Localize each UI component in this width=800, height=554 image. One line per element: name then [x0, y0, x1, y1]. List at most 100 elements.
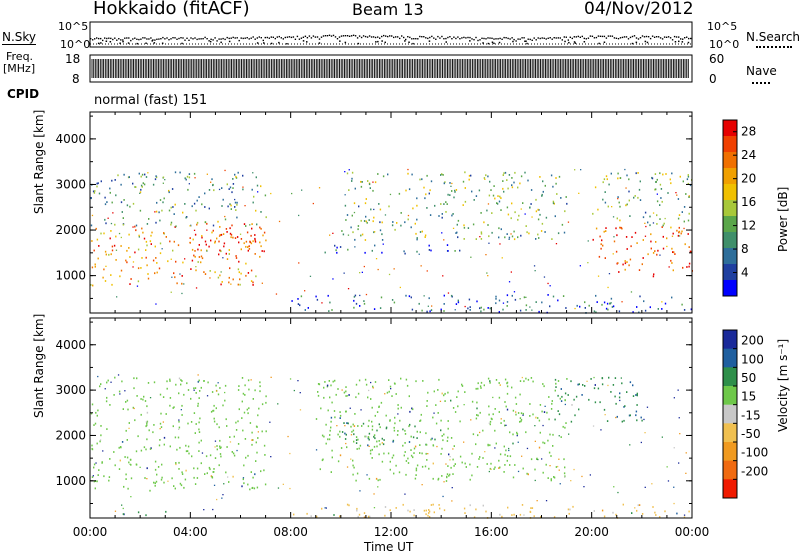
power-cell [445, 201, 447, 203]
velocity-cell [344, 438, 347, 440]
velocity-cell [392, 454, 395, 457]
velocity-cell [440, 419, 442, 422]
velocity-scatter-point [515, 411, 517, 413]
power-cell [90, 284, 92, 286]
power-cell [141, 173, 144, 176]
velocity-scatter-point [221, 497, 223, 499]
velocity-cell [494, 408, 496, 410]
velocity-cell [356, 472, 359, 475]
power-cell [524, 171, 526, 174]
power-cell [367, 180, 369, 182]
noise-sky-point [282, 38, 284, 40]
velocity-cell [341, 431, 344, 433]
velocity-cell [432, 416, 434, 419]
velocity-scatter-point [685, 472, 687, 474]
power-scatter-point [420, 265, 422, 267]
power-cell [671, 296, 673, 299]
velocity-cell [376, 445, 378, 448]
velocity-cell [444, 392, 446, 395]
power-cell [357, 228, 359, 231]
velocity-cell [562, 425, 564, 428]
velocity-scatter-point [494, 447, 496, 449]
power-cell [440, 203, 442, 205]
power-cell [353, 295, 356, 298]
power-cell [342, 233, 345, 236]
velocity-cell [636, 394, 638, 397]
power-cell [541, 193, 543, 196]
velocity-scatter-point [421, 484, 423, 486]
velocity-cell [128, 422, 130, 424]
power-cell [429, 214, 432, 216]
velocity-cell [447, 420, 449, 422]
power-cell [214, 241, 216, 244]
velocity-cell [163, 443, 165, 446]
noise-sky-point [671, 39, 674, 41]
power-cell [221, 205, 223, 207]
velocity-cell [421, 452, 423, 455]
velocity-scatter-point [133, 407, 135, 410]
noise-sky-point [387, 35, 389, 38]
noise-sky-point [90, 38, 92, 40]
velocity-cell [533, 515, 535, 518]
noise-sky-point [543, 37, 545, 39]
power-scatter-point [184, 258, 186, 260]
power-cell [659, 218, 661, 220]
power-cell [408, 188, 411, 191]
velocity-cell [588, 398, 590, 401]
noise-sky-point [214, 37, 216, 39]
velocity-cell [252, 398, 254, 400]
velocity-cell [355, 383, 358, 386]
velocity-cell [90, 412, 93, 415]
power-cell [359, 305, 361, 307]
velocity-cell [394, 416, 396, 419]
power-scatter-point [154, 211, 156, 213]
velocity-cell [207, 381, 209, 384]
power-cell [624, 268, 626, 271]
velocity-cell [371, 457, 373, 459]
velocity-cell [331, 401, 333, 404]
velocity-cell [166, 387, 168, 390]
power-cell [619, 219, 621, 222]
power-scatter-point [524, 213, 526, 215]
power-cell [618, 271, 620, 273]
power-cell [191, 205, 193, 208]
power-cell [161, 209, 163, 212]
power-cell [94, 190, 96, 192]
velocity-scatter-point [214, 446, 216, 448]
velocity-cell [108, 479, 110, 482]
velocity-cell [185, 469, 187, 472]
power-cell [514, 171, 516, 174]
power-cell [186, 175, 189, 178]
velocity-cell [503, 471, 505, 473]
power-cell [617, 177, 619, 180]
velocity-cell [594, 384, 596, 386]
power-cell [423, 186, 425, 189]
power-cell [619, 226, 621, 229]
power-cell [504, 171, 507, 174]
noise-search-point [646, 41, 649, 44]
power-cell [141, 257, 143, 259]
velocity-cell [550, 408, 553, 410]
velocity-cell [480, 381, 483, 384]
velocity-cell [494, 466, 496, 469]
power-scatter-point [578, 192, 580, 194]
velocity-cell [261, 430, 263, 433]
velocity-cell [520, 418, 523, 421]
power-cell [328, 310, 330, 312]
noise-sky-point [573, 36, 575, 38]
power-cell [506, 206, 509, 209]
power-cell [219, 226, 221, 228]
power-cell [451, 214, 453, 217]
velocity-cell [683, 516, 686, 519]
velocity-cell [379, 478, 381, 481]
power-scatter-point [138, 236, 140, 238]
velocity-cell [371, 428, 374, 431]
power-scatter-point [389, 193, 392, 196]
velocity-cell [614, 377, 617, 379]
noise-sky-point [589, 35, 592, 37]
velocity-cell [461, 461, 463, 464]
power-cell [204, 206, 206, 208]
velocity-cell [165, 510, 167, 513]
power-cell [462, 204, 464, 206]
power-cell [443, 182, 445, 185]
